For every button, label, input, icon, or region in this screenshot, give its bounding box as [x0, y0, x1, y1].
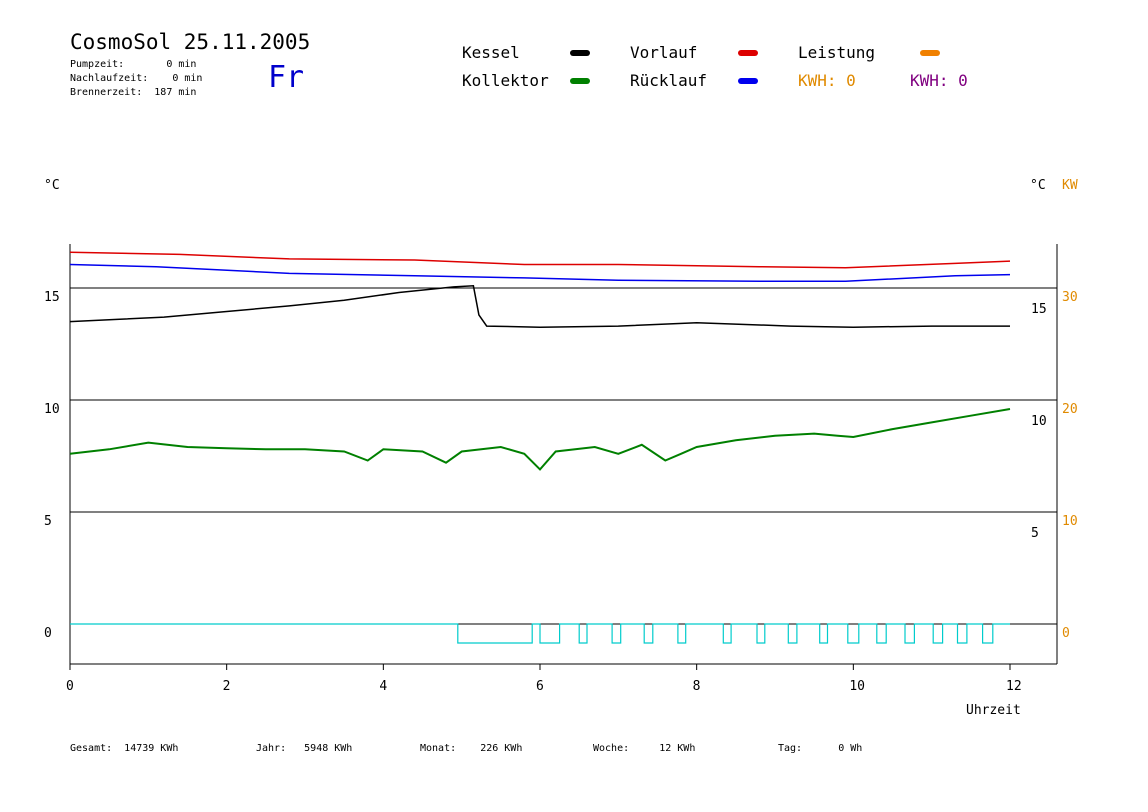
series-leistung	[70, 623, 1010, 644]
x-tick-label-6: 6	[536, 679, 544, 694]
series-vorlauf	[69, 251, 1011, 269]
chart-title: CosmoSol 25.11.2005	[70, 30, 311, 54]
x-tick-label-12: 12	[1006, 679, 1022, 694]
series-kessel	[69, 285, 1010, 328]
x-tick-label-10: 10	[849, 679, 865, 694]
x-tick-label-4: 4	[379, 679, 387, 694]
y-tick-left-5: 5	[44, 514, 52, 529]
legend-kollektor-swatch	[570, 78, 590, 84]
legend-kwh-purple: KWH: 0	[910, 71, 968, 90]
x-tick-label-2: 2	[223, 679, 231, 694]
footer-monat: Monat: 226 KWh	[420, 743, 523, 754]
x-axis-label: Uhrzeit	[966, 703, 1021, 718]
right-axis-unit: °C	[1030, 178, 1046, 193]
legend-kessel: Kessel	[462, 43, 520, 62]
y-tick-right-kw-10: 10	[1062, 514, 1078, 529]
legend-ruecklauf: Rücklauf	[630, 71, 708, 90]
legend-vorlauf-swatch	[738, 50, 758, 56]
legend-vorlauf: Vorlauf	[630, 43, 698, 62]
day-label: Fr	[268, 60, 305, 95]
right-axis-unit-kw: KW	[1062, 178, 1078, 193]
legend-leistung-swatch	[920, 50, 940, 56]
x-tick-label-0: 0	[66, 679, 74, 694]
legend-kwh-orange: KWH: 0	[798, 71, 856, 90]
y-tick-left-0: 0	[44, 626, 52, 641]
series-ruecklauf	[69, 263, 1011, 283]
legend-kessel-swatch	[570, 50, 590, 56]
x-tick-label-8: 8	[693, 679, 701, 694]
y-tick-right-kw-0: 0	[1062, 626, 1070, 641]
legend-leistung: Leistung	[798, 43, 876, 62]
y-tick-right-c-10: 10	[1031, 414, 1047, 429]
footer-jahr: Jahr: 5948 KWh	[256, 743, 353, 754]
y-tick-left-10: 10	[44, 402, 60, 417]
footer-gesamt: Gesamt: 14739 KWh	[70, 743, 179, 754]
brennerzeit-text: Brennerzeit: 187 min	[70, 87, 197, 98]
y-tick-right-c-15: 15	[1031, 302, 1047, 317]
pumpzeit-text: Pumpzeit: 0 min	[70, 59, 197, 70]
nachlaufzeit-text: Nachlaufzeit: 0 min	[70, 73, 203, 84]
footer-tag: Tag: 0 Wh	[778, 743, 863, 754]
series-kollektor	[69, 408, 1011, 471]
y-tick-right-c-5: 5	[1031, 526, 1039, 541]
y-tick-right-kw-20: 20	[1062, 402, 1078, 417]
left-axis-unit: °C	[44, 178, 60, 193]
legend-kollektor: Kollektor	[462, 71, 549, 90]
footer-woche: Woche: 12 KWh	[593, 743, 696, 754]
y-tick-left-15: 15	[44, 290, 60, 305]
y-tick-right-kw-30: 30	[1062, 290, 1078, 305]
legend-ruecklauf-swatch	[738, 78, 758, 84]
